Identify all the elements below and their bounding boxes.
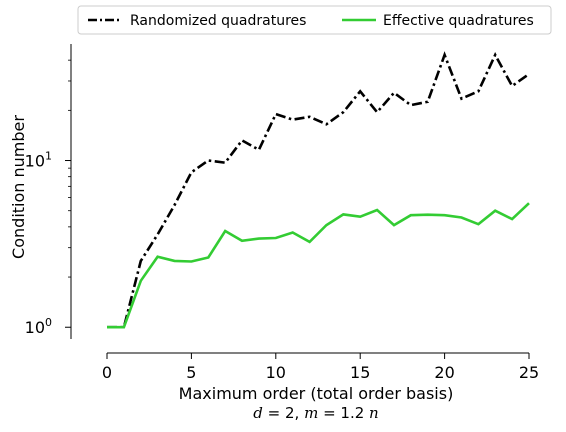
legend-label-randomized: Randomized quadratures [130,13,306,29]
subtitle: d = 2, m = 1.2 n [253,404,378,422]
x-axis-label: Maximum order (total order basis) [179,384,454,403]
legend: Randomized quadratures Effective quadrat… [77,5,552,35]
subtitle-eq1: = 2, [263,404,304,422]
x-tick-label-15: 15 [350,363,370,382]
y-axis-label: Condition number [9,115,28,259]
subtitle-m: m [304,404,318,422]
y-tick-label-1: 100 [25,316,52,337]
axes [70,44,529,354]
legend-frame [77,5,552,35]
series-layer [107,51,530,329]
y-tick-label-10: 101 [25,150,52,171]
x-tick-label-10: 10 [266,363,286,382]
subtitle-n: n [369,404,379,422]
x-tick-label-0: 0 [102,363,112,382]
x-tick-label-20: 20 [434,363,454,382]
x-tick-label-5: 5 [186,363,196,382]
legend-label-effective: Effective quadratures [383,13,534,29]
subtitle-eq2: = 1.2 [318,404,369,422]
ticks-layer: 0 5 10 15 20 25 100 101 [25,59,539,382]
subtitle-d: d [253,404,263,422]
x-tick-label-25: 25 [519,363,539,382]
series-line-0 [107,51,530,329]
series-line-1 [107,202,530,329]
